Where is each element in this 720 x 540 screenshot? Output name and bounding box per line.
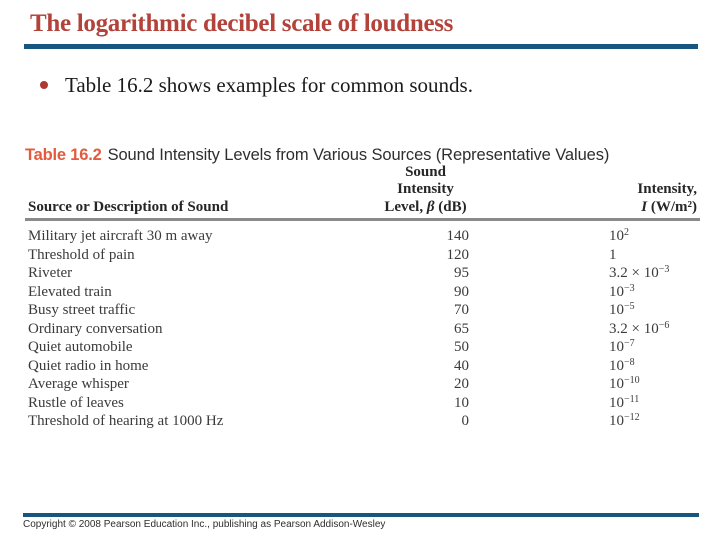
table-caption-line: Table 16.2 Sound Intensity Levels from Va… bbox=[25, 146, 700, 165]
source-cell: Military jet aircraft 30 m away bbox=[28, 228, 213, 244]
table-header-rule bbox=[25, 218, 700, 221]
intensity-base: 10 bbox=[609, 283, 624, 300]
intensity-header-line1: Intensity, bbox=[637, 181, 697, 197]
intensity-cell: 102 bbox=[609, 227, 697, 246]
level-cell: 140 bbox=[446, 228, 470, 244]
beta-symbol: β bbox=[426, 198, 435, 215]
source-cell: Busy street traffic bbox=[28, 302, 136, 318]
level-cell: 10 bbox=[454, 394, 469, 411]
level-cell: 70 bbox=[454, 302, 469, 318]
level-cell: 120 bbox=[446, 246, 470, 263]
source-cell: Rustle of leaves bbox=[28, 394, 124, 411]
table-row: Ordinary conversation 65 3.2 × 10−6 bbox=[25, 320, 700, 339]
table-figure: Table 16.2 Sound Intensity Levels from Va… bbox=[25, 146, 700, 431]
level-header-line2-pre: Level, bbox=[384, 198, 427, 215]
intensity-cell: 10−12 bbox=[609, 412, 697, 431]
footer-divider bbox=[23, 513, 699, 517]
intensity-base: 10 bbox=[609, 302, 624, 318]
table-label: Table 16.2 bbox=[25, 146, 102, 164]
level-cell: 40 bbox=[454, 357, 469, 374]
table-row: Quiet automobile 50 10−7 bbox=[25, 338, 700, 357]
source-cell: Quiet automobile bbox=[28, 339, 133, 355]
level-cell: 50 bbox=[454, 339, 469, 355]
intensity-cell: 10−10 bbox=[609, 375, 697, 394]
intensity-base: 3.2 × 10 bbox=[609, 320, 659, 337]
table-caption: Sound Intensity Levels from Various Sour… bbox=[107, 146, 610, 164]
intensity-base: 10 bbox=[609, 357, 624, 374]
bullet-item: Table 16.2 shows examples for common sou… bbox=[40, 72, 473, 98]
table-row: Rustle of leaves 10 10−11 bbox=[25, 394, 700, 413]
intensity-base: 10 bbox=[609, 394, 624, 411]
intensity-base: 10 bbox=[609, 339, 624, 355]
intensity-exponent: −6 bbox=[658, 319, 670, 331]
intensity-cell: 10−3 bbox=[609, 283, 697, 302]
intensity-exponent: −3 bbox=[658, 264, 670, 275]
intensity-base: 10 bbox=[609, 228, 624, 244]
source-cell: Average whisper bbox=[28, 376, 129, 392]
source-cell: Ordinary conversation bbox=[28, 320, 163, 337]
intensity-symbol: I bbox=[641, 198, 648, 215]
column-header-source: Source or Description of Sound bbox=[28, 198, 229, 215]
bullet-icon bbox=[40, 81, 48, 89]
source-cell: Threshold of pain bbox=[28, 246, 135, 263]
intensity-base: 10 bbox=[609, 413, 624, 429]
table-row: Riveter 95 3.2 × 10−3 bbox=[25, 264, 700, 283]
intensity-exponent: −11 bbox=[624, 393, 640, 405]
level-cell: 95 bbox=[454, 265, 469, 281]
title-divider bbox=[24, 44, 698, 49]
column-header-intensity: Intensity, I (W/m²) bbox=[609, 181, 697, 216]
source-cell: Elevated train bbox=[28, 283, 112, 300]
table-row: Military jet aircraft 30 m away 140 102 bbox=[25, 227, 700, 246]
intensity-exponent: −7 bbox=[624, 338, 635, 349]
table-row: Threshold of pain 120 1 bbox=[25, 246, 700, 265]
intensity-cell: 10−7 bbox=[609, 338, 697, 357]
intensity-cell: 3.2 × 10−6 bbox=[609, 320, 697, 339]
intensity-cell: 10−11 bbox=[609, 394, 697, 413]
intensity-cell: 1 bbox=[609, 246, 697, 265]
intensity-base: 3.2 × 10 bbox=[609, 265, 659, 281]
table-header-row: Source or Description of Sound Sound Int… bbox=[25, 164, 700, 216]
intensity-exponent: −10 bbox=[624, 375, 640, 386]
intensity-cell: 3.2 × 10−3 bbox=[609, 264, 697, 283]
source-cell: Threshold of hearing at 1000 Hz bbox=[28, 413, 224, 429]
intensity-exponent: −12 bbox=[624, 412, 640, 423]
level-header-line2-post: (dB) bbox=[434, 198, 467, 215]
intensity-exponent: −8 bbox=[624, 356, 635, 368]
table-row: Elevated train 90 10−3 bbox=[25, 283, 700, 302]
page-title: The logarithmic decibel scale of loudnes… bbox=[30, 10, 454, 37]
level-cell: 65 bbox=[454, 320, 469, 337]
copyright-text: Copyright © 2008 Pearson Education Inc.,… bbox=[23, 519, 386, 530]
intensity-cell: 10−8 bbox=[609, 357, 697, 376]
level-cell: 90 bbox=[454, 283, 469, 300]
table-row: Busy street traffic 70 10−5 bbox=[25, 301, 700, 320]
intensity-base: 1 bbox=[609, 246, 617, 263]
table-row: Quiet radio in home 40 10−8 bbox=[25, 357, 700, 376]
intensity-exponent: −5 bbox=[624, 301, 635, 312]
source-cell: Riveter bbox=[28, 265, 73, 281]
bullet-text: Table 16.2 shows examples for common sou… bbox=[65, 73, 473, 97]
intensity-cell: 10−5 bbox=[609, 301, 697, 320]
intensity-exponent: −3 bbox=[624, 282, 635, 294]
source-cell: Quiet radio in home bbox=[28, 357, 149, 374]
intensity-header-unit: (W/m²) bbox=[647, 198, 697, 215]
table-row: Threshold of hearing at 1000 Hz 0 10−12 bbox=[25, 412, 700, 431]
level-cell: 0 bbox=[461, 413, 470, 429]
level-cell: 20 bbox=[454, 376, 469, 392]
column-header-level: Sound Intensity Level, β (dB) bbox=[382, 164, 469, 217]
level-header-line1: Sound Intensity bbox=[397, 163, 454, 198]
intensity-base: 10 bbox=[609, 376, 624, 392]
intensity-exponent: 2 bbox=[624, 227, 629, 238]
table-row: Average whisper 20 10−10 bbox=[25, 375, 700, 394]
table-body: Military jet aircraft 30 m away 140 102 … bbox=[25, 227, 700, 431]
